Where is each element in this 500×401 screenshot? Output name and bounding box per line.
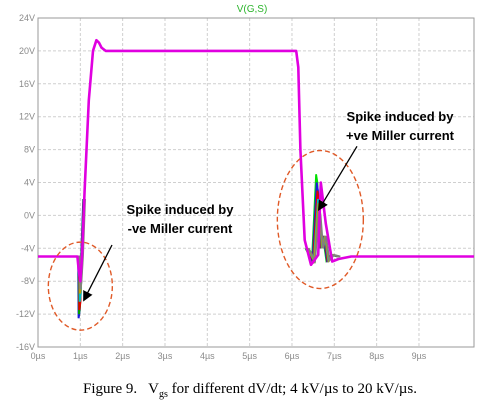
y-tick-label: 12V — [19, 112, 35, 122]
y-tick-label: -12V — [16, 309, 35, 319]
y-tick-label: 16V — [19, 79, 35, 89]
chart-title: V(G,S) — [237, 4, 268, 15]
x-tick-label: 6µs — [285, 351, 300, 361]
positive-spike-highlight — [276, 149, 365, 290]
series-layer — [38, 38, 474, 283]
x-tick-label: 0µs — [31, 351, 46, 361]
y-tick-label: 20V — [19, 46, 35, 56]
x-tick-label: 2µs — [115, 351, 130, 361]
y-tick-label: 8V — [24, 145, 35, 155]
vgs-series-line — [38, 38, 474, 283]
x-tick-label: 1µs — [73, 351, 88, 361]
y-tick-label: 24V — [19, 13, 35, 23]
annotation-layer: Spike induced by +ve Miller current Spike … — [83, 109, 455, 302]
x-tick-label: 9µs — [412, 351, 427, 361]
annotation-line2: -ve Miller current — [128, 221, 233, 236]
annotation-arrow — [318, 145, 358, 212]
y-tick-label: 4V — [24, 178, 35, 188]
annotation-line1: Spike induced by — [127, 202, 235, 217]
plot-frame — [37, 17, 475, 348]
annotation-arrow — [83, 244, 113, 302]
y-tick-label: 0V — [24, 210, 35, 220]
annotation-line2: +ve Miller current — [346, 128, 455, 143]
x-tick-label: 4µs — [200, 351, 215, 361]
y-tick-label: -8V — [21, 276, 35, 286]
y-tick-label: -4V — [21, 243, 35, 253]
x-tick-label: 5µs — [242, 351, 257, 361]
highlight-layer — [47, 149, 365, 331]
y-tick-labels: 24V 20V 16V 12V 8V 4V 0V -4V -8V -12V -16V — [16, 13, 35, 352]
x-tick-label: 7µs — [327, 351, 342, 361]
annotation-line1: Spike induced by — [347, 109, 455, 124]
x-tick-labels: 0µs 1µs 2µs 3µs 4µs 5µs 6µs 7µs 8µs 9µs — [31, 351, 427, 361]
negative-spike-highlight — [47, 241, 114, 331]
figure-caption: Figure 9. Vgs for different dV/dt; 4 kV/… — [83, 381, 417, 400]
x-tick-label: 3µs — [158, 351, 173, 361]
x-tick-label: 8µs — [369, 351, 384, 361]
y-tick-label: -16V — [16, 342, 35, 352]
